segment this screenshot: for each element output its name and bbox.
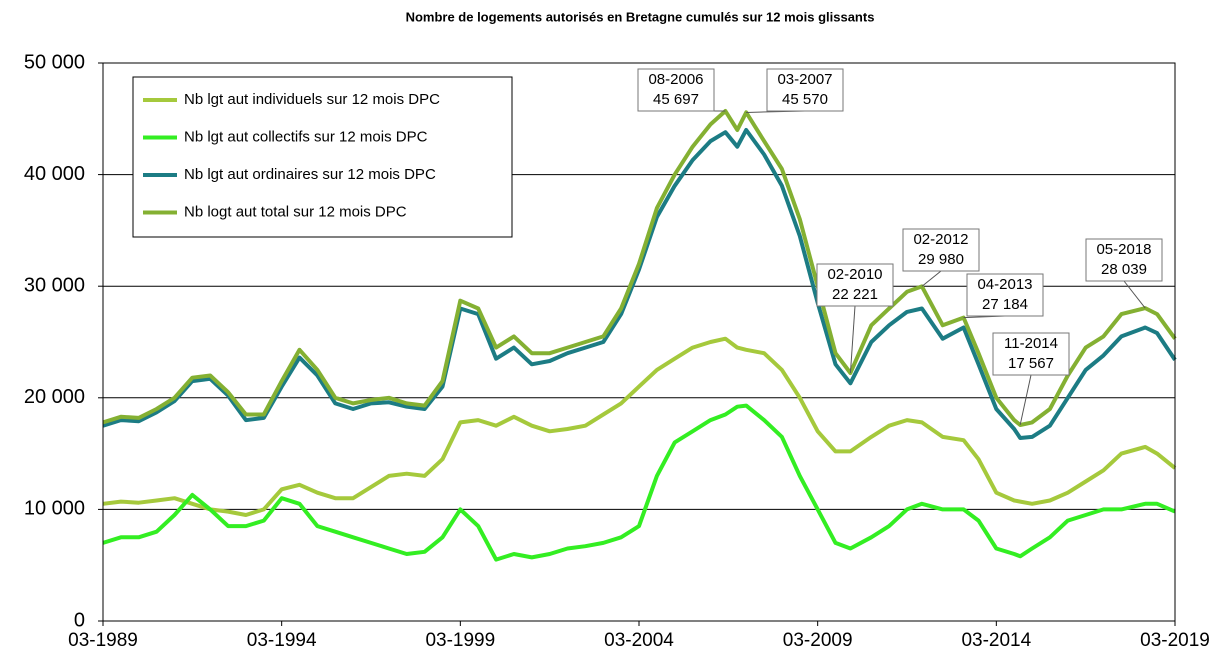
annotation-date: 08-2006 bbox=[648, 71, 703, 88]
x-tick-label: 03-2014 bbox=[961, 630, 1031, 651]
annotation-date: 03-2007 bbox=[777, 71, 832, 88]
lines bbox=[102, 109, 1177, 562]
y-tick-label: 0 bbox=[74, 609, 85, 631]
annotation-date: 02-2012 bbox=[913, 231, 968, 248]
annotation-box bbox=[766, 68, 844, 112]
annotation-box bbox=[1085, 238, 1163, 282]
annotation-pointer bbox=[849, 305, 856, 374]
annotation: 02-2012 29 980 bbox=[902, 228, 980, 287]
x-tick-label: 03-2004 bbox=[604, 630, 674, 651]
annotation-value: 22 221 bbox=[832, 286, 878, 303]
annotation-value: 45 570 bbox=[782, 91, 828, 108]
series-line bbox=[102, 403, 1176, 562]
annotation: 04-2013 27 184 bbox=[963, 273, 1044, 319]
series-line bbox=[102, 128, 1177, 440]
legend-label: Nb lgt aut ordinaires sur 12 mois DPC bbox=[184, 166, 436, 183]
annotation-value: 29 980 bbox=[918, 251, 964, 268]
series-line bbox=[102, 109, 1177, 427]
annotation-date: 11-2014 bbox=[1004, 335, 1058, 352]
annotation: 03-2007 45 570 bbox=[746, 68, 844, 113]
annotation-box bbox=[637, 68, 715, 112]
annotation-date: 02-2010 bbox=[827, 266, 882, 283]
x-tick-label: 03-2019 bbox=[1140, 630, 1210, 651]
annotation-pointer bbox=[921, 270, 942, 287]
annotation-value: 27 184 bbox=[982, 296, 1028, 313]
legend-box bbox=[132, 76, 513, 238]
x-tick-label: 03-1994 bbox=[247, 630, 317, 651]
axes: 0 10 000 20 000 30 000 40 000 50 000 03-1989 03… bbox=[24, 51, 1210, 651]
annotation-box bbox=[902, 228, 980, 272]
x-tick-label: 03-1999 bbox=[425, 630, 495, 651]
annotation-date: 05-2018 bbox=[1096, 241, 1151, 258]
legend-label: Nb lgt aut individuels sur 12 mois DPC bbox=[184, 91, 440, 108]
annotation: 05-2018 28 039 bbox=[1085, 238, 1163, 309]
y-tick-label: 30 000 bbox=[24, 274, 85, 296]
y-tick-label: 20 000 bbox=[24, 386, 85, 408]
legend-label: Nb lgt aut collectifs sur 12 mois DPC bbox=[184, 128, 428, 145]
legend-label: Nb logt aut total sur 12 mois DPC bbox=[184, 203, 407, 220]
x-tick-label: 03-1989 bbox=[68, 630, 138, 651]
legend: Nb lgt aut individuels sur 12 mois DPC Nb… bbox=[132, 76, 513, 238]
annotation-box bbox=[816, 263, 894, 307]
annotation-pointer bbox=[1019, 374, 1032, 426]
annotation: 02-2010 22 221 bbox=[816, 263, 894, 374]
series-line bbox=[102, 336, 1177, 517]
annotation: 11-2014 17 567 bbox=[992, 332, 1070, 426]
annotation-value: 28 039 bbox=[1101, 261, 1147, 278]
annotation-pointer bbox=[1123, 280, 1146, 309]
annotation-box bbox=[966, 273, 1044, 317]
annotation-box bbox=[992, 332, 1070, 376]
y-tick-label: 10 000 bbox=[24, 498, 85, 520]
annotation: 08-2006 45 697 bbox=[637, 68, 726, 112]
annotation-value: 17 567 bbox=[1008, 355, 1054, 372]
chart-title: Nombre de logements autorisés en Bretagn… bbox=[406, 9, 875, 24]
y-tick-label: 50 000 bbox=[24, 51, 85, 73]
x-tick-label: 03-2009 bbox=[783, 630, 853, 651]
annotation-value: 45 697 bbox=[653, 91, 699, 108]
annotation-date: 04-2013 bbox=[977, 276, 1032, 293]
y-tick-label: 40 000 bbox=[24, 163, 85, 185]
